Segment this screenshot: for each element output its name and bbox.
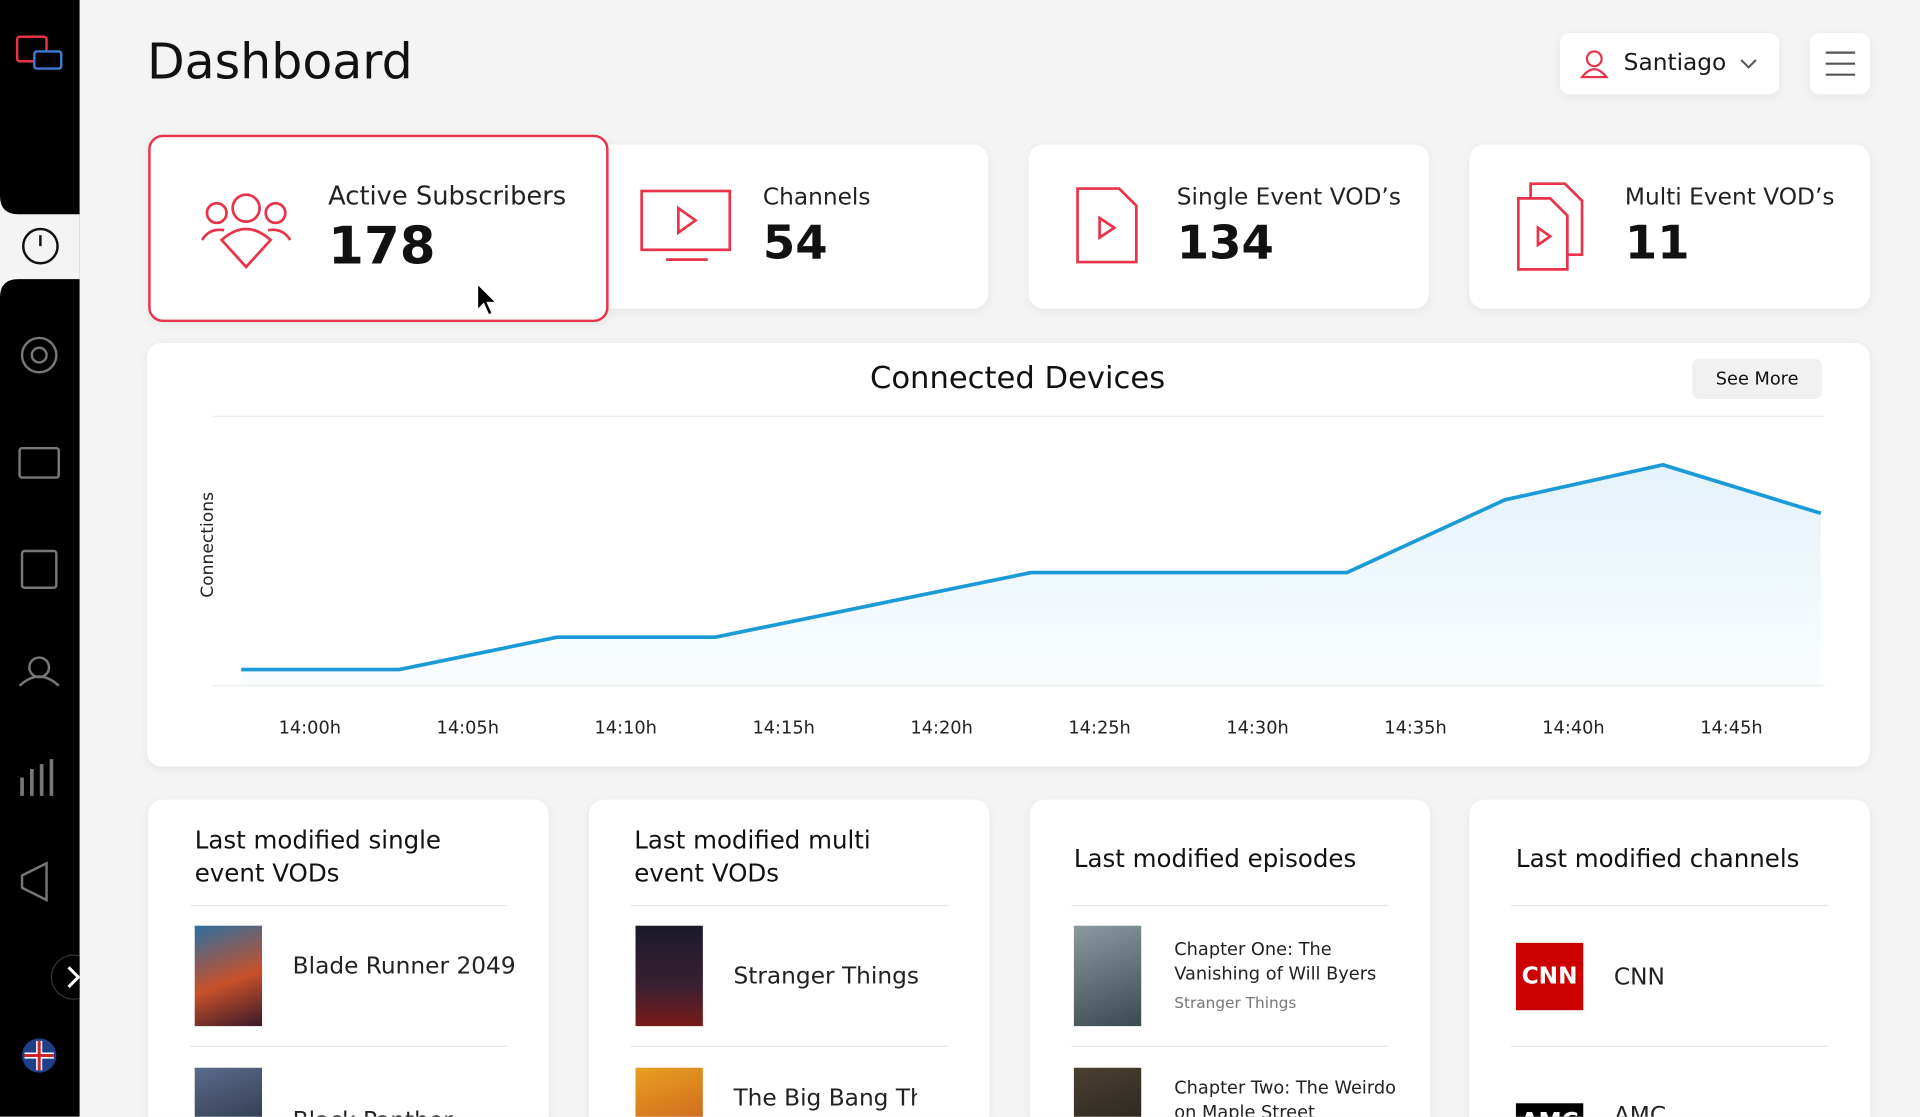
stat-value: 54 bbox=[762, 215, 828, 270]
x-tick-label: 14:40h bbox=[1542, 719, 1604, 739]
see-more-label[interactable]: See More bbox=[1716, 370, 1799, 390]
item-title[interactable]: Chapter Two: The Weirdo on Maple Street bbox=[1174, 1078, 1396, 1117]
separator bbox=[630, 1045, 948, 1047]
logo bbox=[15, 35, 48, 63]
x-tick-label: 14:20h bbox=[910, 719, 972, 739]
multi-vod-icon bbox=[1517, 182, 1584, 271]
page-title: Dashboard bbox=[146, 34, 413, 91]
stat-label: Single Event VOD’s bbox=[1176, 183, 1401, 211]
stat-label: Multi Event VOD’s bbox=[1624, 183, 1835, 211]
list-title: Last modified single event VODs bbox=[194, 825, 442, 888]
channel-icon bbox=[640, 189, 732, 261]
menu-icon bbox=[1825, 51, 1856, 76]
x-tick-label: 14:10h bbox=[595, 719, 657, 739]
x-tick-label: 14:00h bbox=[279, 719, 341, 739]
x-tick-label: 14:15h bbox=[752, 719, 814, 739]
separator bbox=[1511, 1045, 1829, 1047]
list-card: Last modified episodes Chapter One: The … bbox=[1029, 799, 1431, 1117]
user-icon bbox=[1579, 50, 1609, 79]
stat-card[interactable]: Channels 54 bbox=[587, 144, 989, 309]
poster[interactable] bbox=[635, 1067, 703, 1117]
list-title: Last modified multi event VODs bbox=[634, 825, 871, 888]
language-flag bbox=[24, 1040, 54, 1071]
stat-value: 178 bbox=[328, 215, 436, 276]
channel-logo[interactable]: CNN bbox=[1515, 942, 1584, 1011]
stat-label: Channels bbox=[762, 183, 871, 211]
chevron bbox=[1740, 59, 1757, 69]
stat-label: Active Subscribers bbox=[328, 181, 567, 211]
x-tick-label: 14:05h bbox=[437, 719, 499, 739]
stat-card[interactable]: Multi Event VOD’s 11 bbox=[1469, 144, 1870, 309]
item-title[interactable]: The Big Bang Theory bbox=[733, 1084, 917, 1112]
separator bbox=[1511, 904, 1829, 907]
announce-icon[interactable] bbox=[20, 861, 48, 902]
stat-value: 11 bbox=[1624, 215, 1690, 270]
item-title[interactable]: Chapter One: The Vanishing of Will Byers bbox=[1174, 940, 1377, 985]
cursor bbox=[476, 282, 498, 316]
area bbox=[241, 464, 1821, 686]
menu-button[interactable] bbox=[1809, 33, 1870, 95]
poster[interactable] bbox=[194, 925, 263, 1027]
user-name: Santiago bbox=[1623, 48, 1727, 76]
poster[interactable] bbox=[635, 925, 703, 1027]
thumbnail[interactable] bbox=[1073, 1067, 1142, 1117]
settings-icon[interactable] bbox=[20, 336, 58, 374]
logo bbox=[33, 50, 63, 70]
active-tab[interactable] bbox=[0, 195, 80, 298]
see-more-button[interactable] bbox=[1692, 358, 1823, 400]
user-menu[interactable]: Santiago bbox=[1560, 33, 1780, 95]
x-tick-label: 14:30h bbox=[1226, 719, 1288, 739]
poster[interactable] bbox=[194, 1067, 263, 1117]
item-title[interactable]: AMC bbox=[1613, 1102, 1667, 1117]
item-title[interactable]: Blade Runner 2049 bbox=[292, 952, 516, 980]
expand-button[interactable] bbox=[50, 954, 97, 1000]
x-tick-label: 14:25h bbox=[1068, 719, 1130, 739]
stats-icon[interactable] bbox=[20, 759, 54, 796]
chart-title: Connected Devices bbox=[870, 361, 1165, 396]
list-title: Last modified channels bbox=[1515, 843, 1800, 874]
users-icon[interactable] bbox=[28, 656, 51, 679]
stat-card[interactable]: Single Event VOD’s 134 bbox=[1028, 144, 1429, 309]
sidebar-icons bbox=[0, 35, 97, 1073]
vod-icon bbox=[1076, 187, 1138, 264]
chart: Connected Devices See More Connections 1… bbox=[198, 358, 1825, 739]
y-axis-label: Connections bbox=[198, 492, 218, 598]
item-title[interactable]: Black Panther bbox=[293, 1106, 526, 1117]
users-icon bbox=[18, 675, 60, 687]
expand-button bbox=[67, 966, 81, 989]
list-card: Last modified multi event VODs Stranger … bbox=[588, 799, 990, 1117]
item-subtitle: Stranger Things bbox=[1174, 993, 1297, 1012]
settings-icon bbox=[30, 346, 48, 364]
list-title: Last modified episodes bbox=[1073, 843, 1357, 874]
line bbox=[241, 462, 1822, 672]
list-card: Last modified single event VODs Blade Ru… bbox=[148, 799, 549, 1117]
stat-value: 134 bbox=[1176, 215, 1274, 270]
sidebar bbox=[0, 0, 97, 1117]
item-title[interactable]: CNN bbox=[1613, 963, 1665, 991]
separator bbox=[1071, 904, 1389, 907]
edit-icon[interactable] bbox=[20, 549, 58, 589]
x-tick-label: 14:45h bbox=[1700, 719, 1762, 739]
x-tick-label: 14:35h bbox=[1384, 719, 1446, 739]
vod-icon[interactable] bbox=[18, 446, 61, 479]
item-title[interactable]: Stranger Things bbox=[733, 962, 920, 990]
thumbnail[interactable] bbox=[1073, 925, 1142, 1027]
list-card: Last modified channels CNN CNN AMC AMC bbox=[1469, 799, 1870, 1117]
subscribers-icon bbox=[200, 193, 292, 269]
separator bbox=[1071, 1045, 1389, 1047]
separator bbox=[189, 904, 507, 907]
separator bbox=[630, 904, 948, 907]
separator bbox=[189, 1045, 507, 1047]
chart-card: Connected Devices See More Connections 1… bbox=[146, 342, 1870, 767]
channel-logo[interactable]: AMC bbox=[1515, 1103, 1584, 1117]
stat-card[interactable]: Active Subscribers 178 bbox=[148, 134, 609, 323]
dashboard-icon[interactable] bbox=[22, 227, 59, 265]
